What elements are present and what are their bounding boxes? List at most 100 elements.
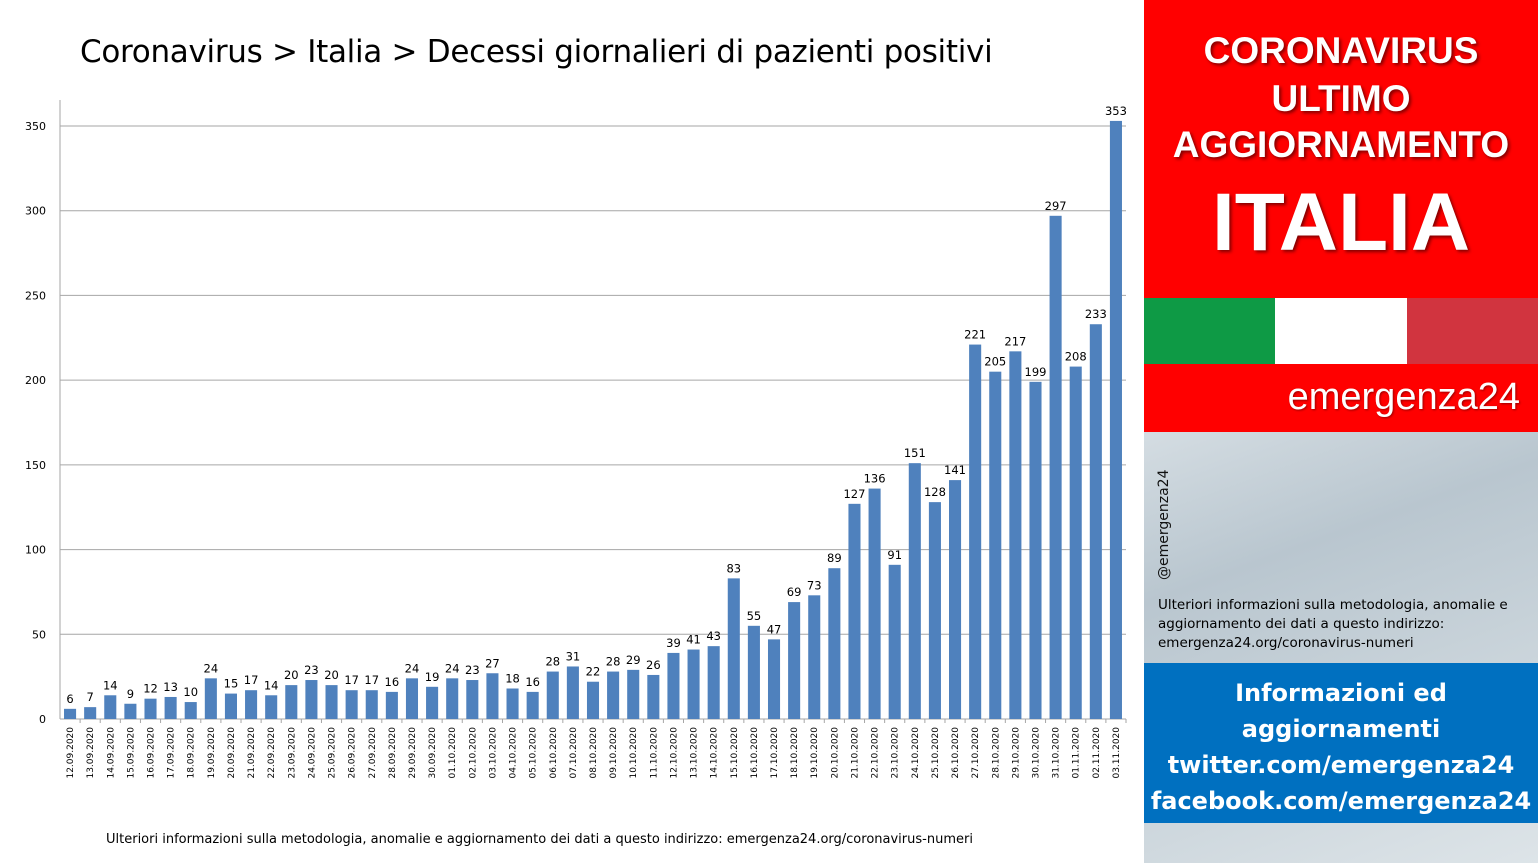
bar (84, 707, 97, 719)
links-line-1: Informazioni ed (1235, 679, 1447, 707)
data-label: 7 (87, 690, 94, 704)
data-label: 9 (127, 687, 134, 701)
grid-lines (60, 125, 1126, 635)
bar (546, 671, 559, 719)
social-links-box: Informazioni ed aggiornamenti twitter.co… (1144, 663, 1538, 823)
x-tick-label: 17.10.2020 (770, 727, 780, 779)
bar (345, 690, 358, 719)
x-tick-label: 19.10.2020 (810, 727, 820, 779)
data-label: 353 (1105, 104, 1127, 118)
y-tick-label: 100 (25, 544, 46, 557)
data-label: 127 (843, 487, 865, 501)
data-label: 297 (1045, 199, 1067, 213)
bar (64, 708, 77, 719)
data-label: 217 (1004, 334, 1026, 348)
x-tick-label: 27.10.2020 (971, 727, 981, 779)
bar (184, 702, 197, 719)
bar (426, 686, 439, 719)
header-line-3: AGGIORNAMENTO (1172, 124, 1510, 165)
bar (1069, 366, 1082, 719)
data-label: 47 (767, 622, 782, 636)
bar (707, 646, 720, 719)
bar (969, 344, 982, 719)
data-label: 20 (284, 668, 299, 682)
side-panel: CORONAVIRUS ULTIMO AGGIORNAMENTO ITALIA … (1144, 0, 1538, 863)
data-label: 18 (505, 672, 520, 686)
bar-chart: 6 7 14 9 12 13 10 24 15 17 14 20 23 20 17 17 16 24 19 24 23 2… (25, 100, 1127, 779)
data-label: 12 (143, 682, 158, 696)
data-label: 141 (944, 463, 966, 477)
bar (808, 595, 821, 719)
data-label: 73 (807, 578, 822, 592)
flag-white-stripe (1275, 298, 1407, 364)
x-tick-label: 01.11.2020 (1072, 727, 1082, 779)
data-label: 221 (964, 328, 986, 342)
bar (908, 463, 921, 719)
x-tick-label: 30.10.2020 (1031, 727, 1041, 779)
y-tick-labels: 0 50 100 150 200 250 300 350 (25, 120, 46, 726)
bar (285, 685, 298, 719)
bar (1009, 351, 1022, 719)
data-label: 136 (864, 472, 886, 486)
bar (687, 649, 700, 719)
x-tick-label: 03.11.2020 (1112, 727, 1122, 779)
header-line-2: ULTIMO (1271, 78, 1411, 119)
x-tick-label: 19.09.2020 (207, 727, 217, 779)
x-tick-label: 27.09.2020 (368, 727, 378, 779)
data-label: 89 (827, 551, 842, 565)
side-info-text: Ulteriori informazioni sulla metodologia… (1158, 597, 1508, 651)
data-label: 83 (726, 561, 741, 575)
x-tick-label: 15.10.2020 (730, 727, 740, 779)
x-tick-label: 07.10.2020 (569, 727, 579, 779)
data-label: 10 (183, 685, 198, 699)
data-label: 17 (244, 673, 259, 687)
data-label: 22 (586, 665, 601, 679)
bar (466, 680, 479, 719)
data-label: 43 (706, 629, 721, 643)
data-label: 24 (204, 661, 219, 675)
x-tick-label: 15.09.2020 (126, 727, 136, 779)
x-tick-label: 23.09.2020 (287, 727, 297, 779)
x-tick-label: 29.10.2020 (1011, 727, 1021, 779)
bar (566, 666, 579, 719)
bar (949, 480, 962, 719)
data-label: 199 (1025, 365, 1047, 379)
bar (788, 602, 801, 719)
bar (164, 696, 177, 719)
data-label: 20 (324, 668, 339, 682)
x-tick-label: 18.10.2020 (790, 727, 800, 779)
data-label: 151 (904, 446, 926, 460)
x-tick-label: 20.09.2020 (227, 727, 237, 779)
x-tick-label: 21.10.2020 (850, 727, 860, 779)
data-label: 6 (66, 692, 73, 706)
bar (1029, 381, 1042, 719)
twitter-link[interactable]: twitter.com/emergenza24 (1167, 751, 1515, 779)
x-tick-label: 10.10.2020 (629, 727, 639, 779)
bar (405, 678, 419, 719)
x-tick-label: 25.09.2020 (328, 727, 338, 779)
x-tick-label: 28.09.2020 (388, 727, 398, 779)
bar (385, 691, 398, 719)
bar (627, 669, 640, 719)
x-tick-label: 01.10.2020 (448, 727, 458, 779)
x-tick-labels: 12.09.2020 13.09.2020 14.09.2020 15.09.2020… (66, 727, 1122, 779)
bar (1109, 120, 1122, 720)
facebook-link[interactable]: facebook.com/emergenza24 (1150, 787, 1532, 815)
data-label: 24 (445, 661, 460, 675)
x-tick-label: 13.10.2020 (690, 727, 700, 779)
data-label: 26 (646, 658, 661, 672)
x-tick-label: 22.10.2020 (871, 727, 881, 779)
y-tick-label: 0 (39, 713, 46, 726)
bar (124, 703, 137, 719)
bar (486, 673, 499, 719)
bar (325, 685, 338, 719)
bar (104, 695, 117, 719)
bar (828, 568, 841, 719)
data-label: 14 (264, 678, 279, 692)
data-label: 29 (626, 653, 641, 667)
chart-title: Coronavirus > Italia > Decessi giornalie… (80, 34, 993, 70)
bar (928, 502, 941, 719)
bar (868, 488, 881, 719)
data-label: 205 (984, 355, 1006, 369)
x-tick-label: 30.09.2020 (428, 727, 438, 779)
